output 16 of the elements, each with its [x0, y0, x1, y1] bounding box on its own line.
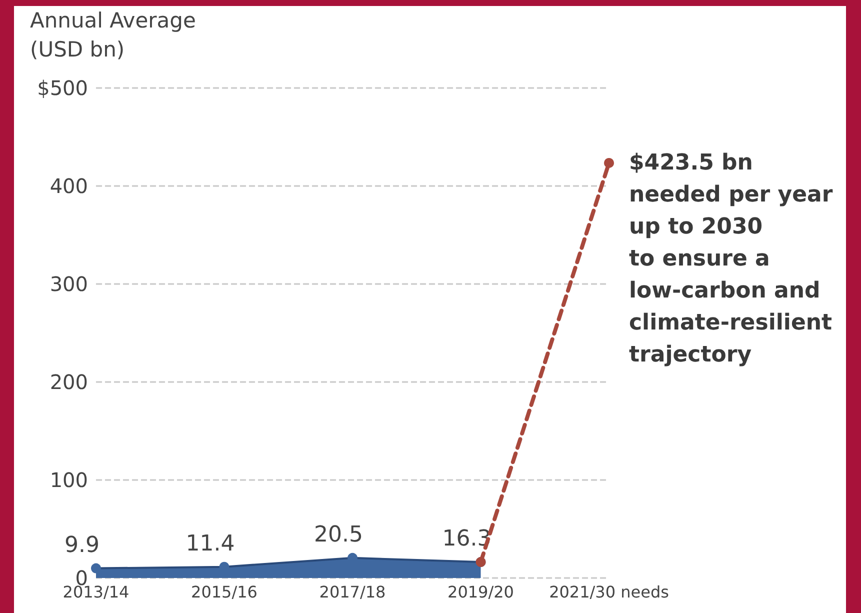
x-tick-label: 2021/30 needs: [549, 582, 669, 602]
y-tick-label: 400: [50, 174, 88, 198]
x-tick-label: 2015/16: [191, 582, 258, 602]
y-tick-label: $500: [37, 76, 88, 100]
y-tick-label: 200: [50, 370, 88, 394]
x-tick-label: 2019/20: [448, 582, 514, 602]
x-tick-label: 2017/18: [319, 582, 386, 602]
annotation: $423.5 bn needed per year up to 2030 to ensure a low-carbon and climate-resilient trajectory: [629, 150, 833, 368]
y-tick-label: 100: [50, 468, 88, 492]
y-tick-label: 300: [50, 272, 88, 296]
point: [91, 563, 101, 574]
y-axis-title: Annual Average (USD bn): [30, 8, 196, 62]
data-label: 9.9: [64, 532, 100, 558]
data-label: 20.5: [314, 522, 363, 548]
data-label: 11.4: [186, 531, 235, 556]
point: [604, 158, 614, 168]
